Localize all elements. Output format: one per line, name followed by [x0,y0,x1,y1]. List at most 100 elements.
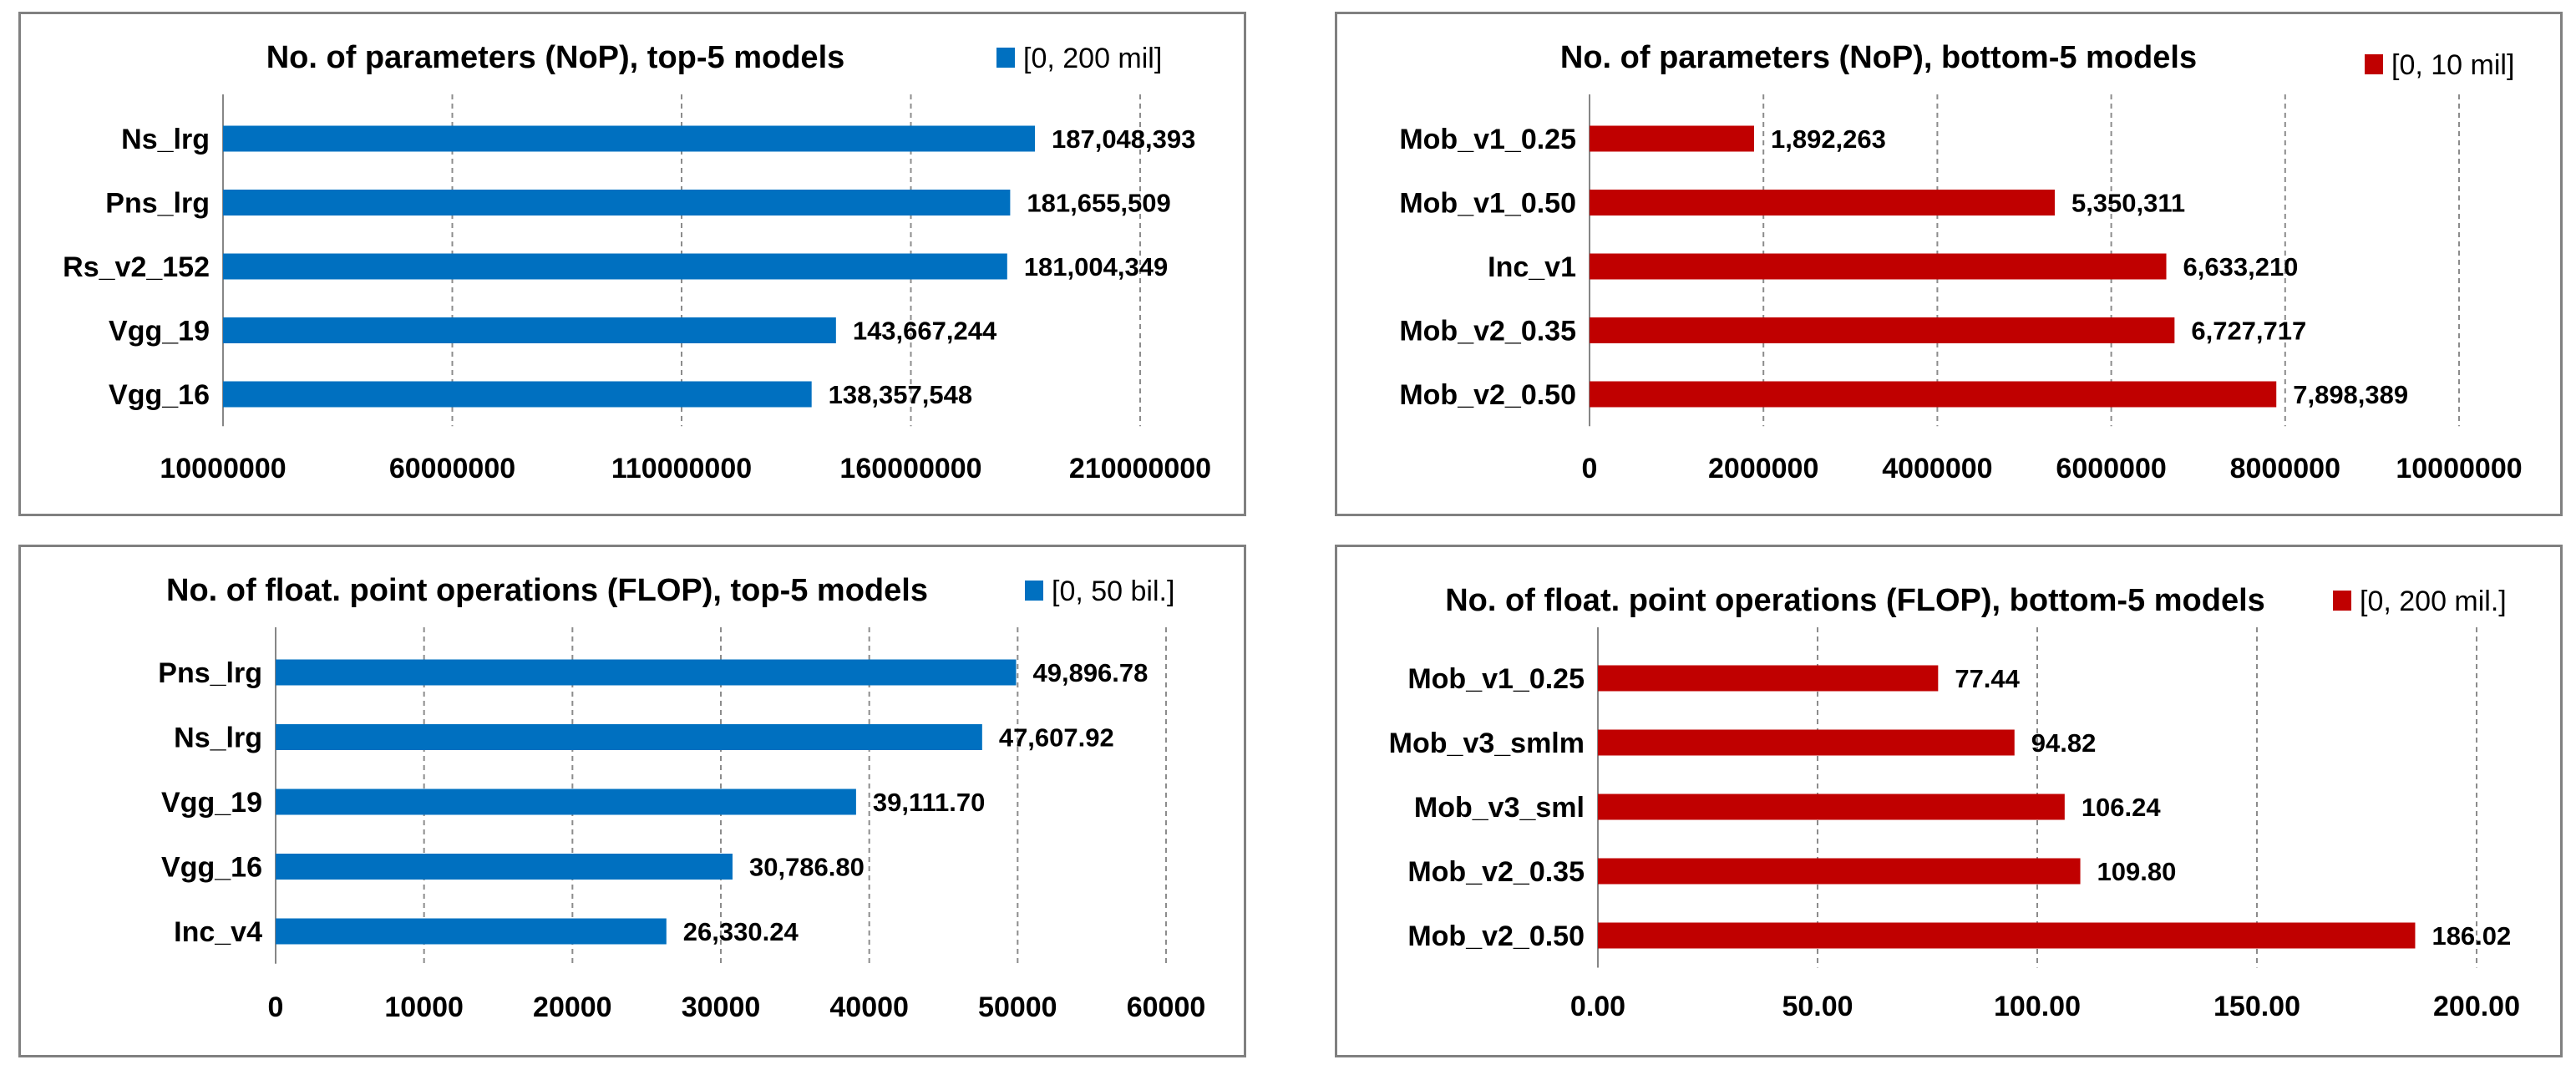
bar [223,253,1007,280]
bar [1598,922,2416,949]
tick-label: 40000 [829,991,909,1023]
tick-label: 6000000 [2056,453,2166,484]
tick-label: 110000000 [611,453,752,484]
legend-label: [0, 10 mil] [2391,49,2514,81]
tick-label: 10000 [384,991,464,1023]
tick-label: 0 [268,991,284,1023]
tick-label: 0.00 [1570,991,1625,1022]
tick-label: 200.00 [2433,991,2520,1022]
legend-swatch [1025,581,1043,601]
tick-label: 30000 [682,991,761,1023]
category-label: Ns_lrg [174,723,262,754]
chart-panel-nop-top5: No. of parameters (NoP), top-5 models [0,… [18,12,1246,516]
category-label: Vgg_16 [161,852,262,884]
tick-label: 100.00 [1994,991,2081,1022]
data-label: 187,048,393 [1052,124,1195,154]
tick-label: 50000 [978,991,1057,1023]
bar [1598,665,1939,692]
category-label: Ns_lrg [121,124,210,155]
bar [223,381,812,408]
tick-label: 160000000 [839,453,981,484]
data-label: 47,607.92 [999,723,1114,753]
chart-svg-nop-bottom5: No. of parameters (NoP), bottom-5 models… [1399,40,2522,484]
category-label: Vgg_16 [109,379,210,411]
bar [276,659,1017,686]
chart-panel-flop-top5: No. of float. point operations (FLOP), t… [18,545,1246,1057]
bar [1590,253,2167,280]
category-label: Inc_v4 [174,916,262,948]
data-label: 94.82 [2031,728,2097,758]
data-label: 138,357,548 [829,380,972,409]
chart-svg-nop-top5: No. of parameters (NoP), top-5 models [0,… [63,40,1211,484]
tick-label: 10000000 [2396,453,2522,484]
data-label: 5,350,311 [2071,189,2185,218]
legend-swatch [996,48,1015,68]
tick-label: 60000000 [389,453,515,484]
chart-title: No. of float. point operations (FLOP), t… [166,573,928,608]
data-label: 181,004,349 [1024,252,1168,281]
data-label: 39,111.70 [873,788,986,817]
tick-label: 210000000 [1069,453,1211,484]
category-label: Mob_v2_0.50 [1407,920,1585,952]
chart-panel-flop-bottom5: No. of float. point operations (FLOP), b… [1335,545,2563,1057]
bar [1590,381,2277,408]
category-label: Pns_lrg [158,657,262,689]
tick-label: 20000 [533,991,612,1023]
category-label: Vgg_19 [161,787,262,819]
bar [223,190,1011,216]
tick-label: 4000000 [1882,453,1992,484]
data-label: 30,786.80 [749,853,865,882]
data-label: 106.24 [2082,793,2162,822]
data-label: 186.02 [2431,921,2511,951]
tick-label: 10000000 [160,453,286,484]
bar [1590,125,1754,152]
data-label: 7,898,389 [2293,380,2408,409]
legend-swatch [2333,591,2351,611]
legend-swatch [2365,54,2383,74]
bar [276,918,667,945]
tick-label: 150.00 [2213,991,2300,1022]
data-label: 6,633,210 [2183,252,2299,281]
category-label: Mob_v3_smlm [1389,728,1585,759]
bar [1598,794,2065,820]
bar [1598,858,2081,885]
data-label: 49,896.78 [1032,658,1148,687]
category-label: Mob_v2_0.50 [1399,379,1576,411]
data-label: 181,655,509 [1027,189,1170,218]
category-label: Rs_v2_152 [63,251,210,283]
data-label: 143,667,244 [853,317,997,346]
bar [276,854,733,880]
bar [1598,729,2015,756]
data-label: 26,330.24 [683,917,799,946]
tick-label: 60000 [1127,991,1206,1023]
data-label: 109.80 [2097,857,2177,886]
chart-panel-nop-bottom5: No. of parameters (NoP), bottom-5 models… [1335,12,2563,516]
legend-label: [0, 200 mil] [1023,43,1162,74]
data-label: 77.44 [1955,664,2020,693]
data-label: 1,892,263 [1771,124,1886,154]
category-label: Mob_v2_0.35 [1399,316,1576,347]
chart-svg-flop-top5: No. of float. point operations (FLOP), t… [158,573,1206,1023]
bar [276,789,856,815]
bar [223,317,836,343]
bar [223,125,1035,152]
category-label: Inc_v1 [1488,251,1576,283]
category-label: Pns_lrg [105,188,210,220]
tick-label: 8000000 [2230,453,2340,484]
tick-label: 50.00 [1782,991,1853,1022]
category-label: Mob_v1_0.25 [1399,124,1576,155]
bar [1590,317,2175,343]
category-label: Mob_v3_sml [1414,792,1585,824]
chart-svg-flop-bottom5: No. of float. point operations (FLOP), b… [1389,583,2520,1022]
category-label: Mob_v1_0.25 [1407,663,1585,695]
tick-label: 0 [1582,453,1598,484]
chart-title: No. of parameters (NoP), bottom-5 models [1560,40,2197,75]
category-label: Mob_v1_0.50 [1399,188,1576,220]
category-label: Vgg_19 [109,316,210,347]
bar [1590,190,2055,216]
category-label: Mob_v2_0.35 [1407,856,1585,888]
bar [276,724,982,750]
data-label: 6,727,717 [2191,317,2306,346]
legend-label: [0, 50 bil.] [1052,576,1174,607]
chart-title: No. of float. point operations (FLOP), b… [1445,583,2265,618]
